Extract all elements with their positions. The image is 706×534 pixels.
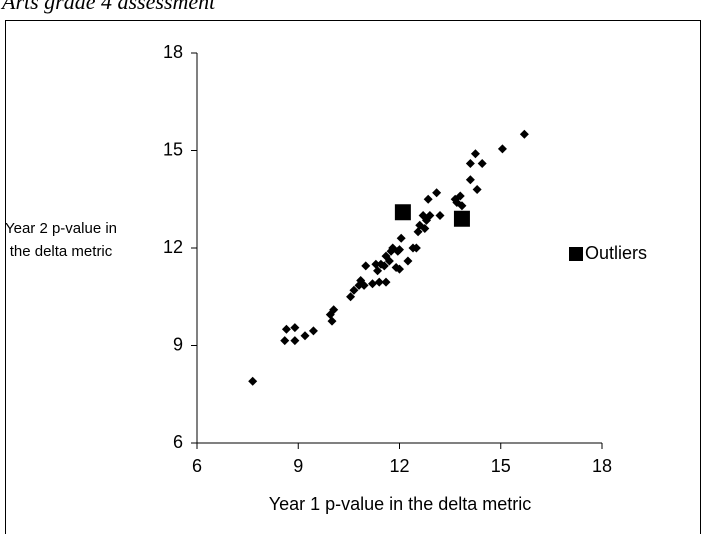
point	[394, 204, 411, 221]
point	[368, 279, 377, 289]
point	[425, 211, 435, 220]
y-axis-label: Year 2 p-value in the delta metric	[4, 220, 118, 260]
point	[361, 261, 371, 271]
point	[465, 159, 475, 168]
chart-frame	[5, 20, 701, 534]
y-tick-label: 18	[163, 42, 183, 62]
point	[420, 224, 430, 233]
legend-swatch	[569, 247, 583, 261]
point	[371, 259, 381, 269]
point	[290, 323, 300, 333]
x-tick-label: 15	[491, 456, 511, 476]
point	[308, 326, 318, 336]
point	[281, 324, 291, 334]
x-tick-label: 9	[293, 456, 303, 476]
point	[411, 243, 421, 253]
x-tick-label: 6	[192, 456, 202, 476]
point	[457, 201, 467, 211]
point	[423, 194, 433, 204]
point	[395, 245, 404, 255]
point	[465, 175, 475, 185]
point	[373, 266, 383, 276]
point	[470, 149, 480, 159]
point	[455, 191, 465, 201]
point	[384, 256, 394, 266]
chart-title: Arts grade 4 assessment	[0, 0, 216, 14]
point	[290, 336, 300, 346]
y-tick-label: 15	[163, 139, 183, 159]
point	[477, 159, 487, 168]
y-tick-label: 12	[163, 237, 183, 257]
legend-label: Outliers	[585, 243, 647, 263]
point	[519, 129, 529, 139]
point	[346, 292, 356, 302]
point	[413, 227, 423, 237]
point	[300, 331, 310, 341]
point	[472, 185, 482, 194]
point	[327, 316, 337, 326]
point	[395, 264, 404, 274]
y-tick-label: 9	[173, 334, 183, 354]
x-axis-label: Year 1 p-value in the delta metric	[269, 494, 532, 514]
point	[379, 261, 389, 271]
point	[381, 277, 391, 287]
x-tick-label: 18	[592, 456, 612, 476]
point	[403, 256, 413, 266]
point	[453, 210, 470, 227]
point	[248, 376, 258, 386]
point	[280, 336, 290, 346]
point	[497, 144, 507, 154]
point	[329, 305, 339, 315]
point	[349, 285, 359, 295]
point	[396, 233, 406, 243]
point	[359, 280, 369, 290]
point	[432, 188, 442, 198]
point	[435, 211, 445, 220]
y-tick-label: 6	[173, 432, 183, 452]
point	[374, 277, 384, 287]
x-tick-label: 12	[389, 456, 409, 476]
